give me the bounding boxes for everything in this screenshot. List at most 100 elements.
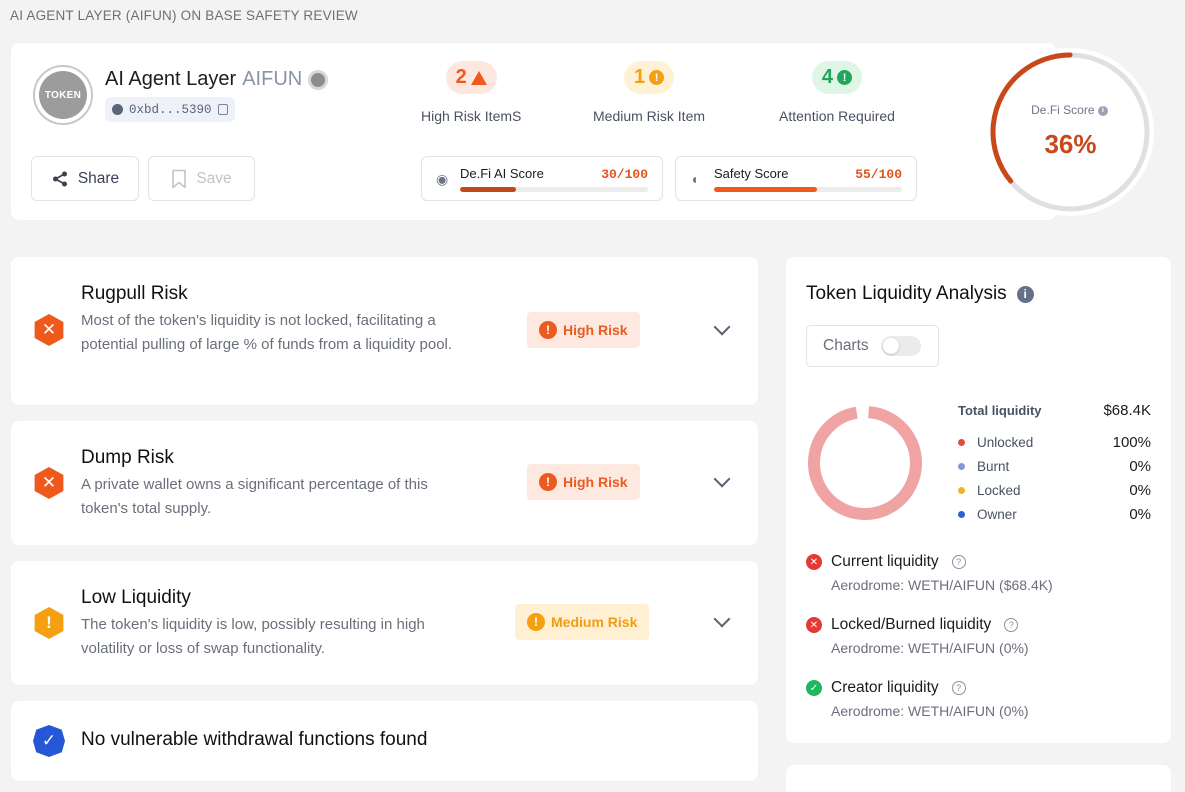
next-card [786, 765, 1171, 792]
risk-badge: ! High Risk [527, 312, 640, 348]
gauge-arc [990, 52, 1150, 212]
current-liquidity-item: ✕ Current liquidity? Aerodrome: WETH/AIFU… [806, 553, 1156, 593]
high-risk-pill: 2 [445, 61, 497, 94]
legend-dot [958, 487, 965, 494]
help-icon[interactable]: ? [951, 681, 966, 695]
page-title: AI AGENT LAYER (AIFUN) ON BASE SAFETY RE… [10, 8, 358, 23]
copy-icon[interactable] [217, 104, 228, 115]
legend-value: 0% [1129, 506, 1151, 523]
risk-badge-label: High Risk [563, 474, 628, 490]
risk-card-low-liquidity[interactable]: ! Low Liquidity The token's liquidity is… [11, 561, 758, 685]
x-circle-icon: ✕ [806, 617, 822, 633]
token-address[interactable]: 0xbd...5390 [105, 97, 235, 122]
risk-x-icon: ✕ [34, 314, 64, 346]
legend-label: Locked [977, 483, 1021, 498]
attention-label: Attention Required [779, 108, 895, 124]
risk-badge: ! High Risk [527, 464, 640, 500]
charts-toggle[interactable]: Charts [806, 325, 939, 367]
token-logo-text: TOKEN [39, 71, 87, 119]
risk-description: The token's liquidity is low, possibly r… [81, 616, 425, 657]
legend-burnt: Burnt 0% [958, 458, 1151, 475]
total-liquidity-value: $68.4K [1103, 402, 1151, 419]
risk-title: No vulnerable withdrawal functions found [81, 729, 428, 750]
liquidity-title-row: Token Liquidity Analysis i [806, 283, 1034, 305]
x-circle-icon: ✕ [806, 554, 822, 570]
risk-card-dump[interactable]: ✕ Dump Risk A private wallet owns a sign… [11, 421, 758, 545]
risk-title: Rugpull Risk [81, 283, 188, 304]
check-badge-icon: ✓ [33, 725, 65, 757]
donut-slice-unlocked [808, 405, 922, 520]
safety-score-label: Safety Score [714, 166, 789, 181]
shield-icon: ◖ [690, 171, 699, 187]
attention-count[interactable]: 4 ! Attention Required [779, 61, 895, 124]
liquidity-donut [808, 405, 922, 520]
safety-score-bar [714, 187, 818, 192]
legend-dot [958, 511, 965, 518]
help-icon[interactable]: ? [951, 555, 966, 569]
ai-score-label: De.Fi AI Score [460, 166, 544, 181]
risk-card-withdrawal: ✓ No vulnerable withdrawal functions fou… [11, 701, 758, 781]
item-label: Locked/Burned liquidity [831, 616, 992, 633]
token-ticker: AIFUN [242, 68, 303, 90]
creator-liquidity-item: ✓ Creator liquidity? Aerodrome: WETH/AIFU… [806, 679, 1156, 719]
attention-number: 4 [821, 66, 834, 88]
info-icon[interactable]: i [1097, 105, 1108, 116]
high-risk-count[interactable]: 2 High Risk ItemS [421, 61, 521, 124]
risk-badge-label: High Risk [563, 322, 628, 338]
save-button[interactable]: Save [148, 156, 255, 201]
risk-title: Dump Risk [81, 447, 174, 468]
address-text: 0xbd...5390 [129, 102, 212, 117]
alert-icon: ! [539, 321, 557, 339]
token-logo: TOKEN [33, 65, 93, 125]
chain-logo-icon [308, 69, 329, 90]
attention-pill: 4 ! [811, 61, 863, 94]
risk-warning-icon: ! [34, 607, 64, 639]
safety-score: ◖ Safety Score 55/100 [675, 156, 917, 201]
legend-dot [958, 439, 965, 446]
risk-description: A private wallet owns a significant perc… [81, 476, 428, 517]
liquidity-title: Token Liquidity Analysis [806, 283, 1007, 304]
legend-label: Unlocked [977, 435, 1034, 450]
legend-owner: Owner 0% [958, 506, 1151, 523]
ai-score-value: 30/100 [601, 167, 648, 182]
save-label: Save [196, 169, 232, 187]
help-icon[interactable]: ? [1004, 618, 1019, 632]
legend-locked: Locked 0% [958, 482, 1151, 499]
medium-risk-count[interactable]: 1 ! Medium Risk Item [593, 61, 705, 124]
ai-score-track [460, 187, 648, 192]
locked-burned-liquidity-item: ✕ Locked/Burned liquidity? Aerodrome: WET… [806, 616, 1156, 656]
gauge-label: De.Fi Score [1031, 103, 1095, 117]
medium-risk-pill: 1 ! [623, 61, 675, 94]
check-circle-icon: ✓ [806, 680, 822, 696]
legend-dot [958, 463, 965, 470]
warning-triangle-icon [470, 70, 487, 85]
toggle-switch[interactable] [880, 336, 921, 356]
gauge-svg [986, 48, 1154, 216]
chevron-down-icon[interactable] [713, 610, 731, 628]
share-button[interactable]: Share [31, 156, 139, 201]
medium-risk-label: Medium Risk Item [593, 108, 706, 124]
alert-icon: ! [527, 613, 545, 631]
info-circle-icon: ! [837, 70, 853, 85]
ai-score-bar [460, 187, 517, 192]
legend-value: 0% [1129, 482, 1151, 499]
liquidity-analysis-card: Token Liquidity Analysis i Charts Total … [786, 257, 1171, 743]
share-label: Share [77, 169, 120, 187]
risk-badge: ! Medium Risk [515, 604, 650, 640]
defi-score-gauge: De.Fi Score i 36% [963, 43, 1158, 220]
risk-description: Most of the token's liquidity is not loc… [81, 312, 453, 353]
bookmark-icon [172, 169, 187, 188]
warning-circle-icon: ! [649, 70, 665, 85]
legend-unlocked: Unlocked 100% [958, 434, 1151, 451]
chevron-down-icon[interactable] [713, 318, 731, 336]
high-risk-label: High Risk ItemS [421, 108, 522, 124]
info-icon[interactable]: i [1016, 285, 1034, 303]
chevron-down-icon[interactable] [713, 470, 731, 488]
legend-value: 0% [1129, 458, 1151, 475]
risk-card-rugpull[interactable]: ✕ Rugpull Risk Most of the token's liqui… [11, 257, 758, 405]
token-name-row: AI Agent Layer AIFUN [105, 68, 329, 91]
legend-label: Burnt [977, 459, 1010, 474]
total-liquidity-row: Total liquidity $68.4K [958, 402, 1151, 419]
total-liquidity-label: Total liquidity [958, 403, 1042, 418]
ai-icon: ◉ [436, 171, 449, 187]
